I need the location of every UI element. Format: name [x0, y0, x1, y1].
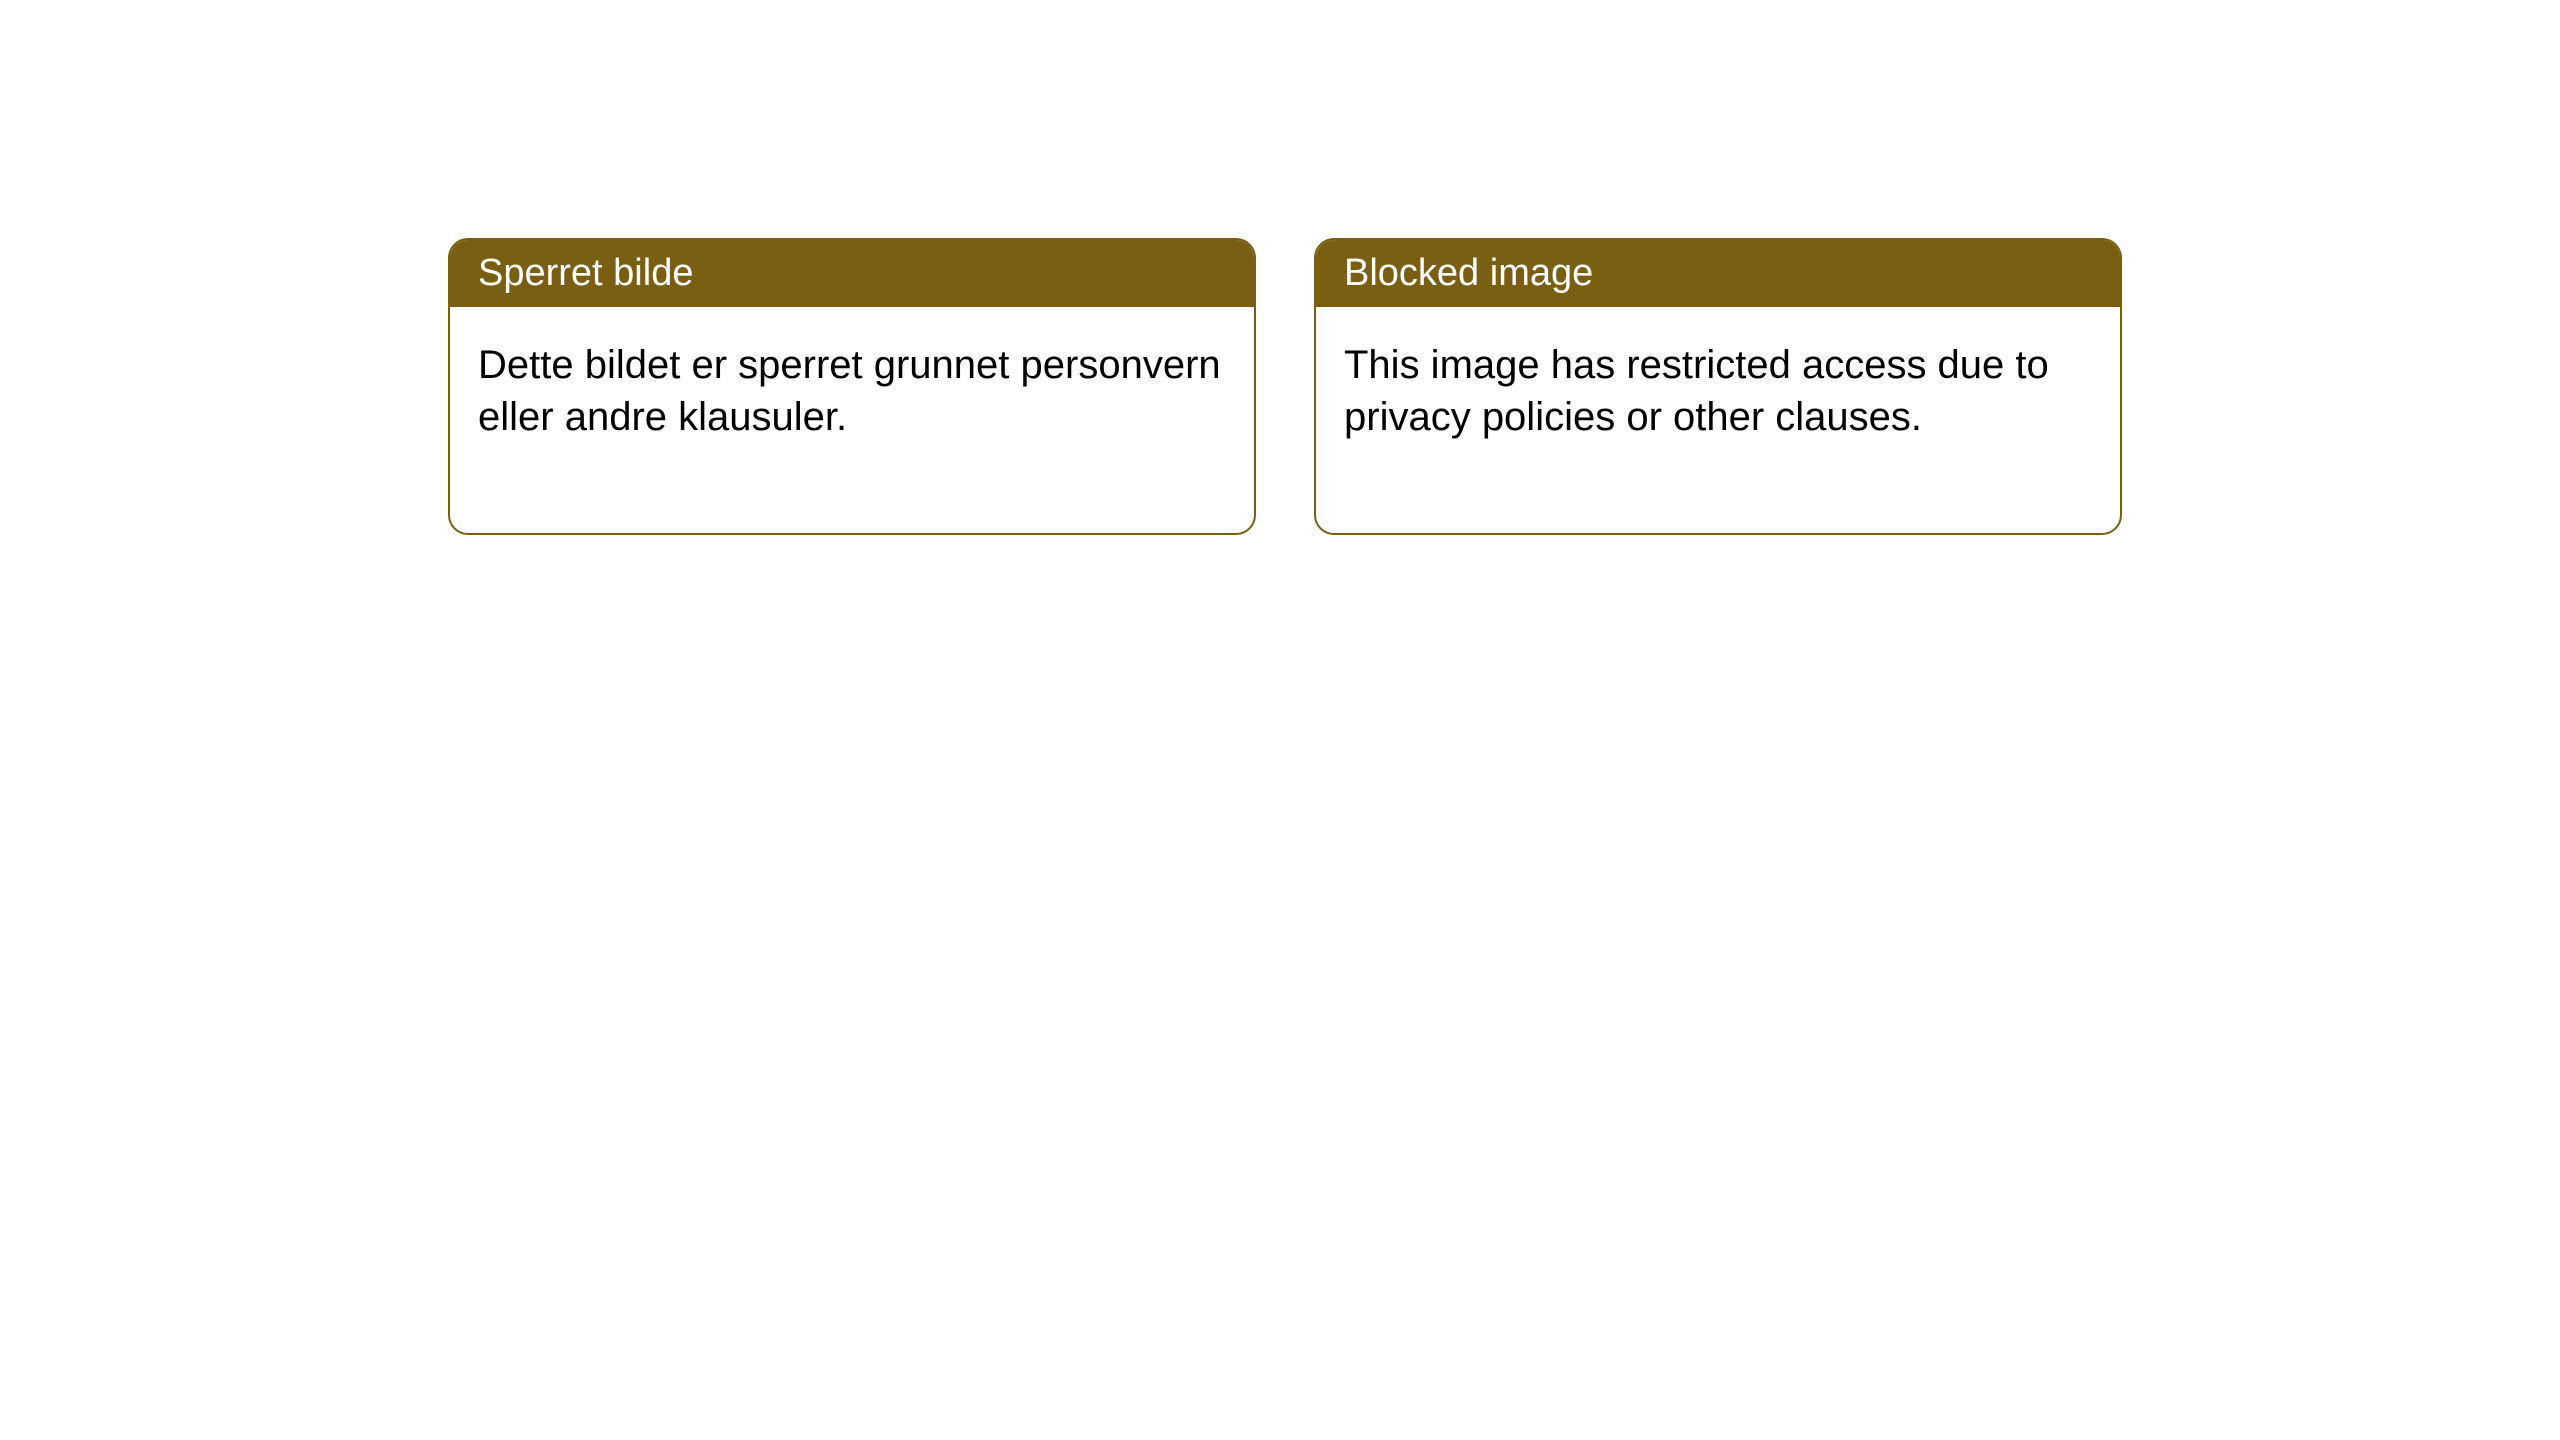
- cards-container: Sperret bilde Dette bildet er sperret gr…: [448, 238, 2560, 535]
- card-title: Sperret bilde: [478, 252, 693, 294]
- card-header: Blocked image: [1316, 240, 2120, 307]
- card-body: This image has restricted access due to …: [1316, 307, 2120, 533]
- card-english: Blocked image This image has restricted …: [1314, 238, 2122, 535]
- card-header: Sperret bilde: [450, 240, 1254, 307]
- card-body-text: Dette bildet er sperret grunnet personve…: [478, 343, 1221, 439]
- card-body: Dette bildet er sperret grunnet personve…: [450, 307, 1254, 533]
- card-norwegian: Sperret bilde Dette bildet er sperret gr…: [448, 238, 1256, 535]
- card-title: Blocked image: [1344, 252, 1593, 294]
- card-body-text: This image has restricted access due to …: [1344, 343, 2049, 439]
